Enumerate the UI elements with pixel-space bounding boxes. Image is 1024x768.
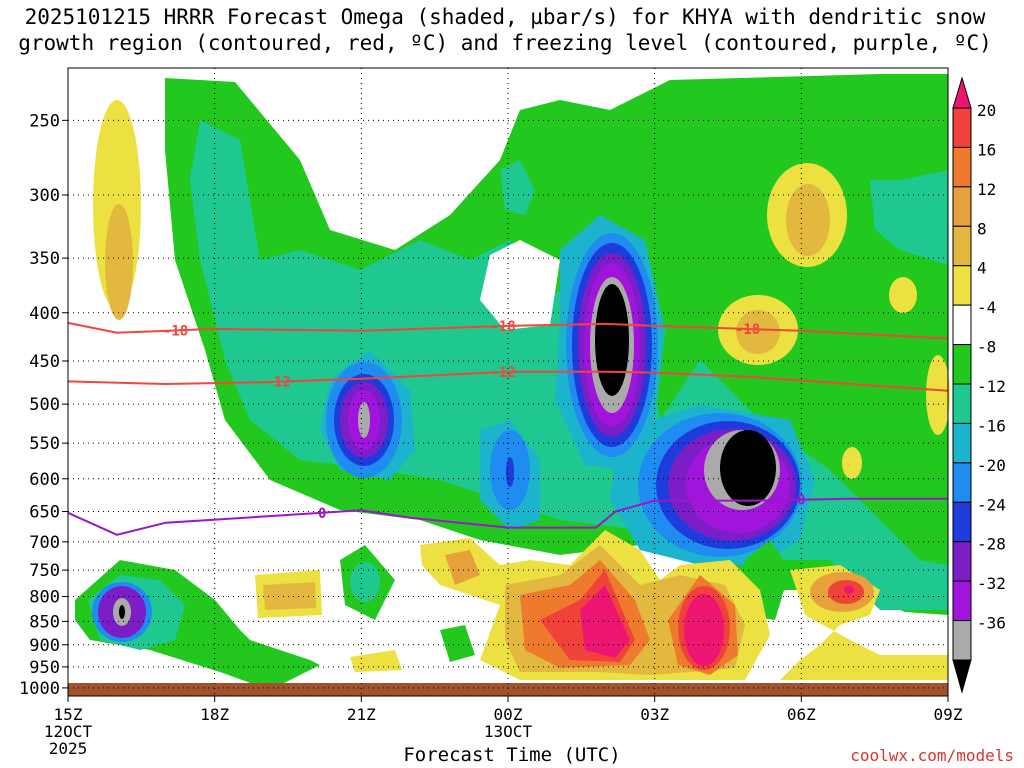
omega-band-minus8-upper-right — [870, 170, 948, 265]
contour--12 — [67, 370, 949, 392]
y-tick-label: 400 — [29, 304, 60, 324]
colorbar-segment — [952, 501, 972, 543]
x-tick-label: 09Z — [934, 705, 963, 724]
colorbar-label: -12 — [977, 377, 1006, 396]
colorbar-label: -28 — [977, 535, 1006, 554]
y-tick-label: 600 — [29, 470, 60, 490]
y-tick-label: 950 — [29, 658, 60, 678]
omega-band-plus8-04z — [736, 310, 780, 354]
y-tick-label: 350 — [29, 249, 60, 269]
colorbar-label: 4 — [977, 259, 987, 278]
y-tick-label: 650 — [29, 503, 60, 523]
x-tick-label: 03Z — [640, 705, 669, 724]
x-tick-date: 13OCT — [484, 722, 533, 741]
colorbar-segment — [952, 304, 972, 346]
y-tick-label: 850 — [29, 612, 60, 632]
colorbar-segment — [952, 186, 972, 227]
colorbar-label: 12 — [977, 180, 996, 199]
colorbar-segment — [952, 107, 972, 148]
colorbar-label: -36 — [977, 614, 1006, 633]
omega-band-plus4-09z — [926, 355, 950, 435]
colorbar: 20 16 12 8 4 -4 -8 -12 -16 -20 -24 -28 -32 -36 — [952, 76, 1006, 694]
omega-band-zero-00z — [480, 240, 560, 330]
plot-area — [68, 74, 950, 696]
omega-band-minus36-01z — [595, 284, 629, 396]
x-axis-label: Forecast Time (UTC) — [403, 744, 621, 766]
contour-label: 0 — [318, 506, 326, 522]
x-tick-date: 12OCT — [44, 722, 93, 741]
colorbar-label: -32 — [977, 574, 1006, 593]
y-tick-label: 300 — [29, 186, 60, 206]
omega-band-plus4-08z — [889, 277, 917, 313]
omega-band-plus8-05z — [786, 184, 830, 256]
y-tick-label: 550 — [29, 434, 60, 454]
colorbar-label: -24 — [977, 495, 1006, 514]
contour-label: -18 — [163, 323, 188, 339]
colorbar-segment — [952, 383, 972, 424]
omega-band-plus8-18z-low — [263, 582, 316, 610]
x-tick-label: 06Z — [787, 705, 816, 724]
y-tick-label: 250 — [29, 111, 60, 131]
colorbar-label: -16 — [977, 416, 1006, 435]
contour-0 — [67, 497, 948, 536]
colorbar-label: -4 — [977, 298, 996, 317]
y-tick-label: 500 — [29, 395, 60, 415]
omega-band-minus24-00z — [506, 457, 514, 487]
colorbar-segment — [952, 146, 972, 188]
colorbar-segment — [952, 422, 972, 464]
colorbar-segment — [952, 620, 972, 661]
x-tick-year: 2025 — [49, 739, 88, 758]
colorbar-label: 16 — [977, 140, 996, 159]
omega-band-minus8-21z-low — [350, 562, 380, 602]
colorbar-label: -8 — [977, 338, 996, 357]
y-tick-label: 700 — [29, 533, 60, 553]
y-tick-label: 450 — [29, 352, 60, 372]
omega-band-minus36-lowlevel-left — [119, 605, 125, 619]
contour-label: -18 — [735, 322, 760, 338]
omega-band-plus12-23z-low — [445, 550, 480, 585]
contour--18 — [67, 321, 949, 340]
omega-band-minus36-03z — [720, 430, 776, 506]
watermark: coolwx.com/models — [850, 746, 1014, 765]
chart-title: 2025101215 HRRR Forecast Omega (shaded, … — [18, 5, 992, 55]
x-tick-label: 00Z — [494, 705, 523, 724]
y-tick-label: 750 — [29, 561, 60, 581]
y-tick-label: 900 — [29, 636, 60, 656]
y-tick-label: 1000 — [19, 679, 60, 699]
y-tick-label: 800 — [29, 588, 60, 608]
colorbar-top-arrow — [952, 76, 972, 109]
omega-band-minus32-21z — [358, 402, 370, 438]
colorbar-bottom-arrow — [952, 659, 972, 694]
colorbar-segment — [952, 580, 972, 622]
omega-band-plus20-07z-low — [844, 586, 854, 594]
omega-band-minus8-top — [500, 160, 535, 215]
colorbar-segment — [952, 265, 972, 306]
x-tick-label: 18Z — [200, 705, 229, 724]
colorbar-label: 20 — [977, 101, 996, 120]
omega-band-plus4-20z-low — [350, 650, 402, 672]
contour-label: -12 — [266, 375, 291, 391]
colorbar-segment — [952, 541, 972, 582]
omega-band-minus4-23z-low — [440, 625, 475, 662]
omega-band-plus20-03z-low — [684, 594, 724, 666]
ground-strip — [68, 683, 948, 696]
colorbar-label: -20 — [977, 456, 1006, 475]
colorbar-label: 8 — [977, 219, 987, 238]
omega-band-plus4-07z — [842, 447, 862, 479]
contour-label: 0 — [797, 493, 805, 509]
omega-band-plus8-15z — [105, 204, 133, 320]
gridlines — [67, 68, 949, 696]
x-tick-label: 21Z — [347, 705, 376, 724]
omega-band-plus20-01z-low — [580, 585, 630, 658]
colorbar-segment — [952, 462, 972, 503]
contour-label: -18 — [490, 319, 515, 335]
contour-label: -12 — [490, 365, 515, 381]
colorbar-segment — [952, 225, 972, 267]
x-tick-label: 15Z — [54, 705, 83, 724]
colorbar-segment — [952, 344, 972, 385]
